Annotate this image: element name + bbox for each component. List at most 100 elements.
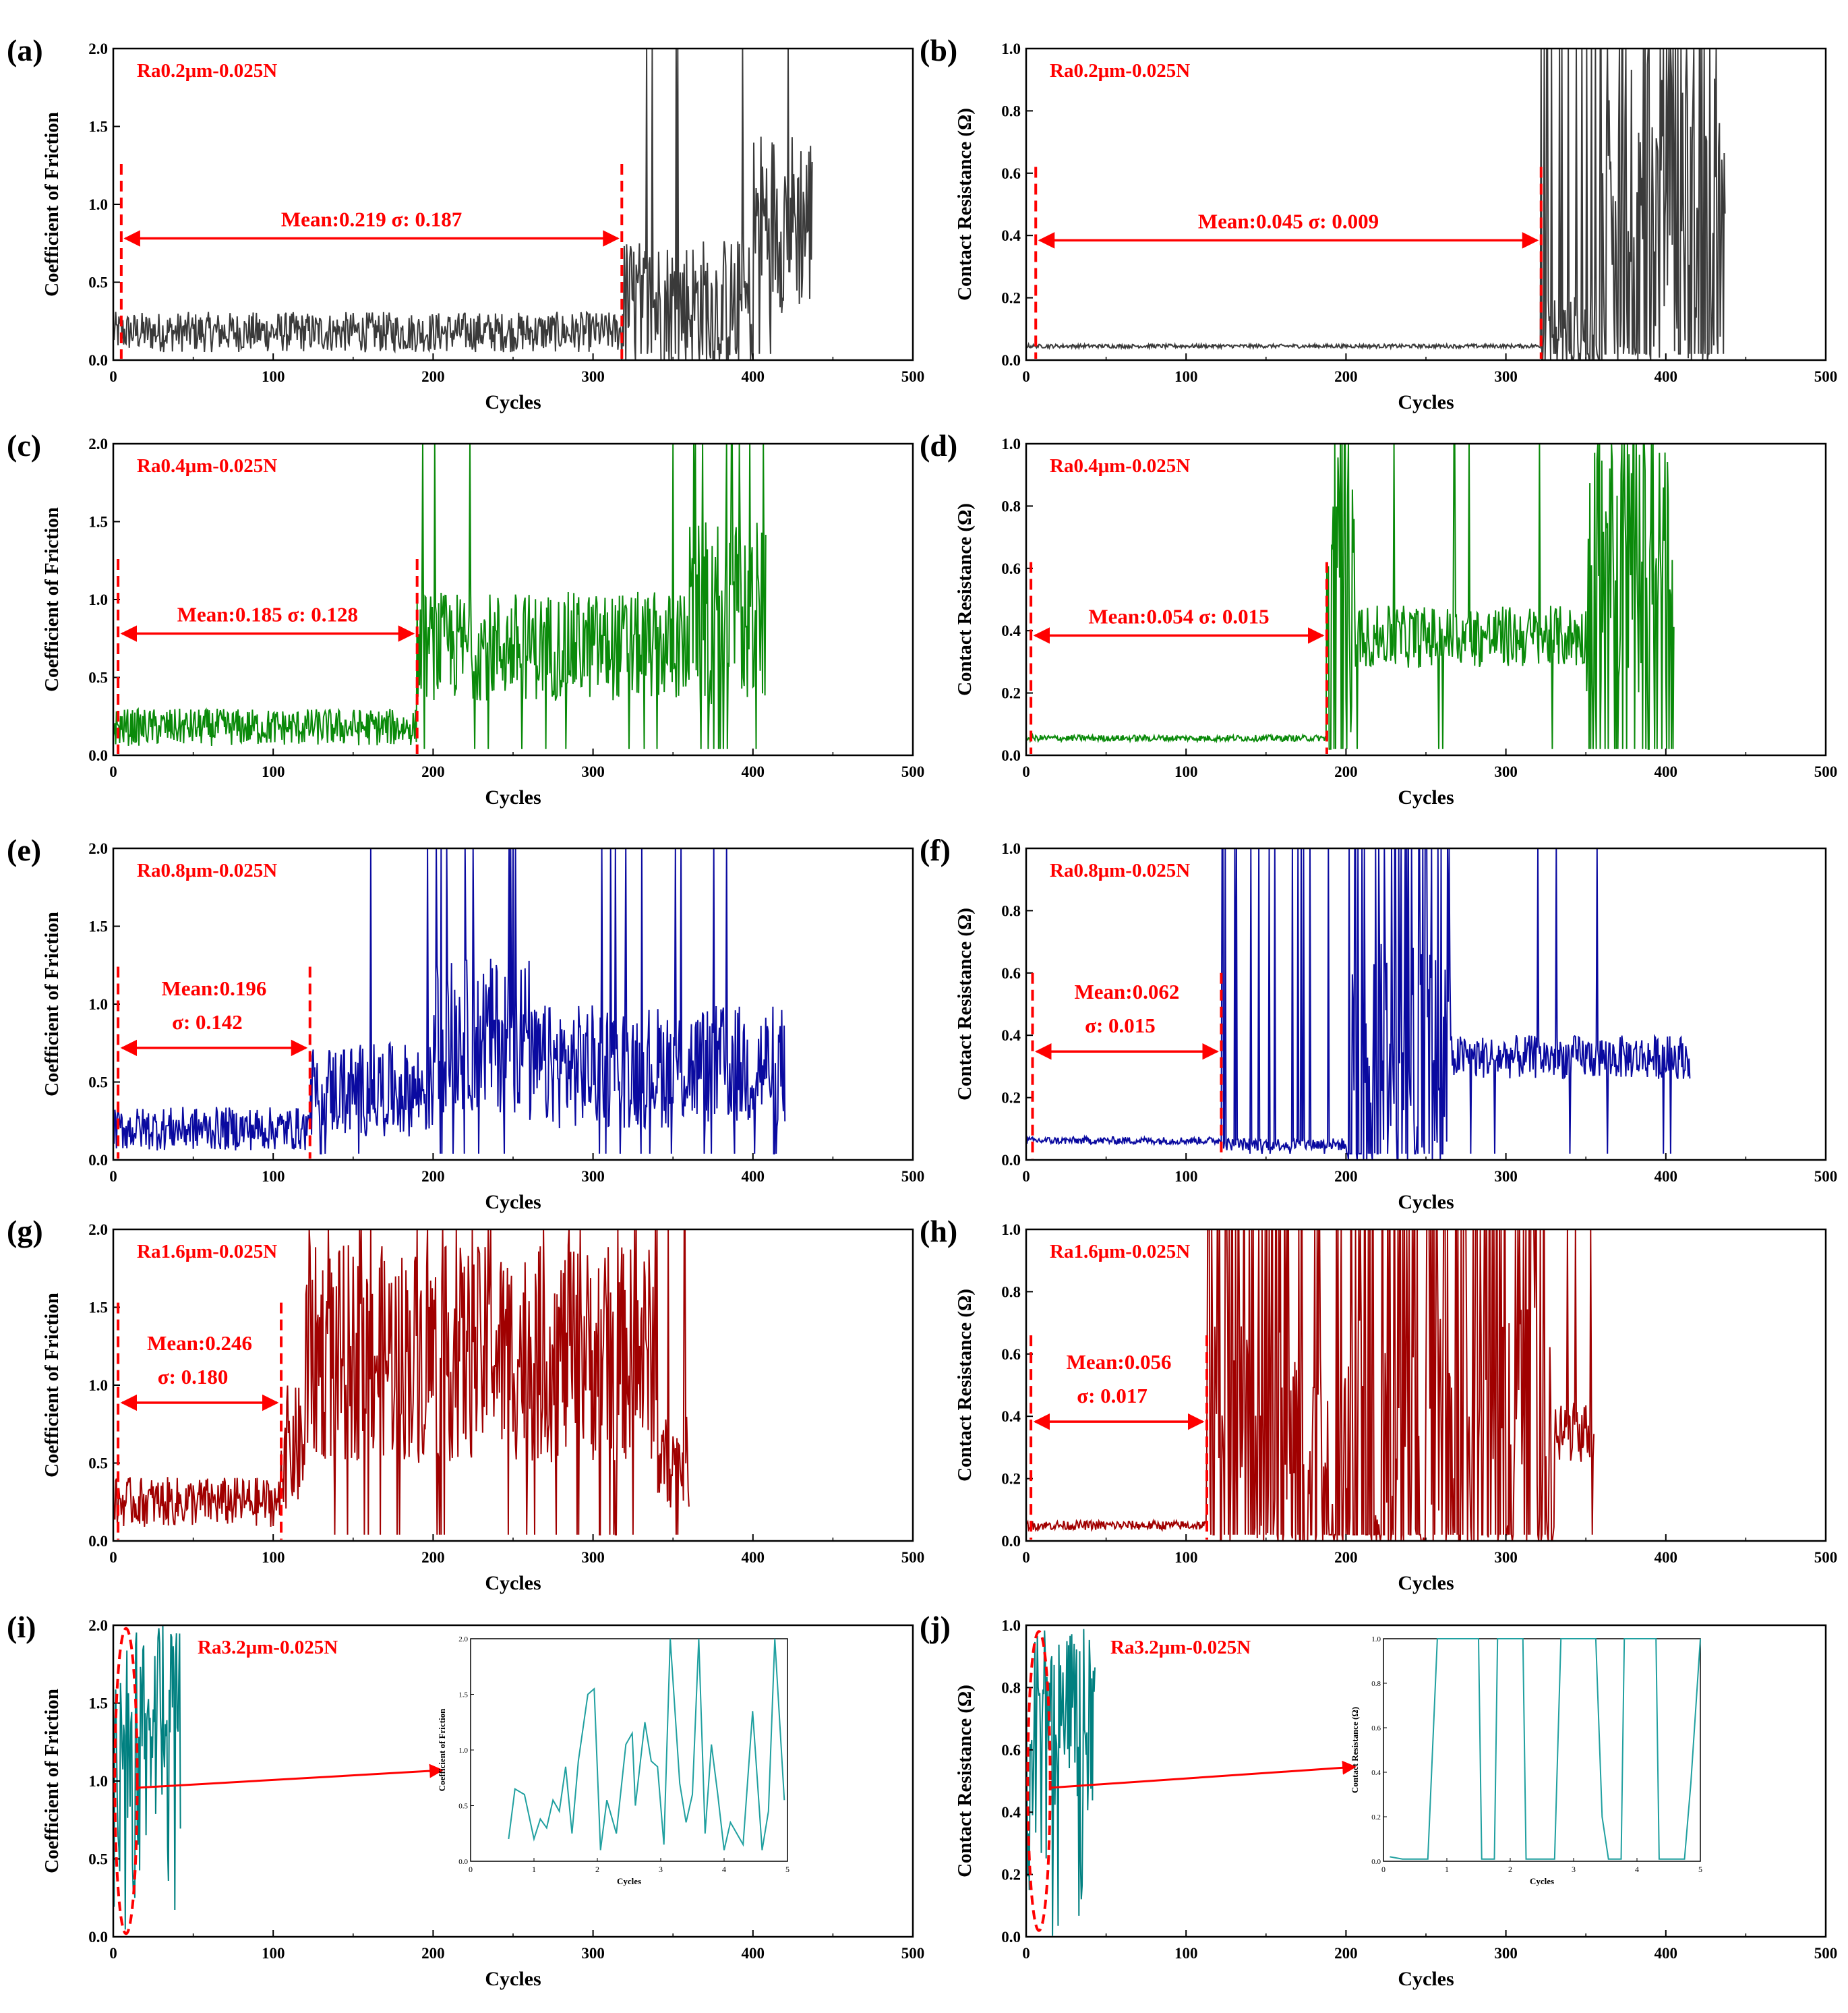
inset-y-tick-label: 0.6	[1371, 1724, 1381, 1732]
inset-x-tick-label: 5	[785, 1865, 789, 1874]
series-line	[113, 1229, 690, 1536]
x-tick-label: 500	[901, 1945, 925, 1962]
x-axis-label: Cycles	[485, 1968, 541, 1990]
inset-y-tick-label: 0.4	[1371, 1769, 1381, 1777]
x-tick-label: 500	[1814, 1549, 1838, 1566]
series-line	[113, 444, 767, 749]
series-line	[1026, 1629, 1096, 1936]
zoom-arrow	[1050, 1760, 1357, 1789]
x-tick-label: 200	[421, 1168, 445, 1185]
inset-y-tick-label: 2.0	[458, 1635, 468, 1643]
x-tick-label: 0	[1022, 1168, 1030, 1185]
condition-label: Ra1.6μm-0.025N	[137, 1241, 277, 1262]
stats-text: Mean:0.219 σ: 0.187	[281, 208, 462, 231]
x-tick-label: 100	[262, 1168, 285, 1185]
inset-x-tick-label: 2	[595, 1865, 599, 1874]
y-tick-label: 0.6	[1001, 965, 1021, 982]
y-tick-label: 0.8	[1001, 1283, 1021, 1300]
inset-x-tick-label: 0	[1381, 1865, 1385, 1874]
inset-y-tick-label: 0.0	[1371, 1858, 1381, 1866]
x-tick-label: 200	[1334, 1549, 1358, 1566]
inset-y-tick-label: 0.8	[1371, 1680, 1381, 1688]
stats-mean-text: Mean:0.196	[162, 976, 267, 1000]
y-axis-label: Coefficient of Friction	[41, 1293, 63, 1478]
panel-d: 0 100 200 300 400 500 0.0 0.2 0.4 0.6 0.8 1.0 Cycles…	[920, 428, 1837, 809]
y-axis-label: Contact Resistance (Ω)	[954, 908, 976, 1101]
x-tick-label: 100	[1174, 1168, 1198, 1185]
y-axis-label: Contact Resistance (Ω)	[954, 1289, 976, 1482]
x-tick-label: 0	[1022, 368, 1030, 385]
panel-label: (i)	[7, 1610, 36, 1644]
y-axis-label: Coefficient of Friction	[41, 912, 63, 1097]
x-tick-label: 500	[1814, 763, 1838, 780]
panel-f: 0 100 200 300 400 500 0.0 0.2 0.4 0.6 0.8 1.0 Cycles…	[920, 833, 1837, 1213]
y-tick-label: 0.6	[1001, 1346, 1021, 1363]
x-tick-label: 100	[1174, 368, 1198, 385]
y-tick-label: 1.5	[88, 119, 108, 136]
x-axis-label: Cycles	[1398, 391, 1454, 413]
stats-text: Mean:0.045 σ: 0.009	[1198, 209, 1379, 233]
condition-label: Ra0.8μm-0.025N	[137, 860, 277, 881]
y-tick-label: 0.0	[1001, 747, 1021, 764]
series-line	[1026, 444, 1675, 750]
y-tick-label: 0.5	[88, 1851, 108, 1868]
x-tick-label: 500	[901, 368, 925, 385]
x-tick-label: 300	[581, 763, 605, 780]
stats-sigma-text: σ: 0.142	[172, 1010, 243, 1034]
stats-text: Mean:0.054 σ: 0.015	[1088, 604, 1269, 628]
inset-y-tick-label: 1.0	[458, 1747, 468, 1755]
y-tick-label: 0.8	[1001, 1679, 1021, 1696]
x-axis-label: Cycles	[485, 786, 541, 809]
inset-y-axis-label: Coefficient of Friction	[437, 1708, 447, 1792]
x-tick-label: 0	[1022, 1945, 1030, 1962]
x-tick-label: 300	[581, 1549, 605, 1566]
y-tick-label: 0.4	[1001, 622, 1021, 639]
y-tick-label: 1.0	[1001, 840, 1021, 857]
y-tick-label: 2.0	[88, 1221, 108, 1238]
y-tick-label: 0.4	[1001, 1408, 1021, 1425]
x-tick-label: 300	[1494, 1168, 1518, 1185]
stats-mean-text: Mean:0.062	[1075, 980, 1180, 1003]
inset-y-tick-label: 1.0	[1371, 1635, 1381, 1643]
x-tick-label: 500	[901, 763, 925, 780]
series-line	[1026, 1229, 1595, 1541]
x-tick-label: 100	[262, 1549, 285, 1566]
x-tick-label: 500	[1814, 368, 1838, 385]
y-axis-label: Coefficient of Friction	[41, 112, 63, 297]
y-tick-label: 1.5	[88, 1300, 108, 1316]
stats-mean-text: Mean:0.246	[147, 1331, 252, 1355]
x-tick-label: 0	[109, 763, 117, 780]
condition-label: Ra0.4μm-0.025N	[137, 455, 277, 477]
inset-x-tick-label: 1	[1445, 1865, 1449, 1874]
x-tick-label: 0	[1022, 763, 1030, 780]
y-tick-label: 0.4	[1001, 1804, 1021, 1821]
y-tick-label: 0.8	[1001, 103, 1021, 119]
series-line	[1026, 848, 1691, 1160]
y-tick-label: 0.0	[1001, 1929, 1021, 1946]
panel-h: 0 100 200 300 400 500 0.0 0.2 0.4 0.6 0.8 1.0 Cycles…	[920, 1214, 1837, 1594]
series-line	[113, 848, 786, 1155]
y-tick-label: 0.5	[88, 670, 108, 687]
y-tick-label: 1.0	[88, 996, 108, 1013]
x-tick-label: 300	[581, 368, 605, 385]
x-axis-label: Cycles	[1398, 1572, 1454, 1594]
y-tick-label: 0.4	[1001, 227, 1021, 244]
y-tick-label: 1.0	[88, 1377, 108, 1394]
x-axis-label: Cycles	[1398, 786, 1454, 809]
y-tick-label: 2.0	[88, 436, 108, 453]
y-tick-label: 0.0	[1001, 352, 1021, 369]
x-tick-label: 300	[1494, 763, 1518, 780]
condition-label: Ra0.2μm-0.025N	[137, 60, 277, 82]
x-tick-label: 100	[262, 1945, 285, 1962]
inset-y-tick-label: 0.0	[458, 1858, 468, 1866]
y-tick-label: 1.5	[88, 918, 108, 935]
y-tick-label: 0.6	[1001, 560, 1021, 577]
highlight-ellipse	[113, 1627, 139, 1935]
condition-label: Ra1.6μm-0.025N	[1050, 1241, 1190, 1262]
x-tick-label: 300	[1494, 1945, 1518, 1962]
y-tick-label: 0.8	[1001, 498, 1021, 515]
x-tick-label: 100	[1174, 763, 1198, 780]
condition-label: Ra0.2μm-0.025N	[1050, 60, 1190, 82]
x-tick-label: 200	[421, 763, 445, 780]
